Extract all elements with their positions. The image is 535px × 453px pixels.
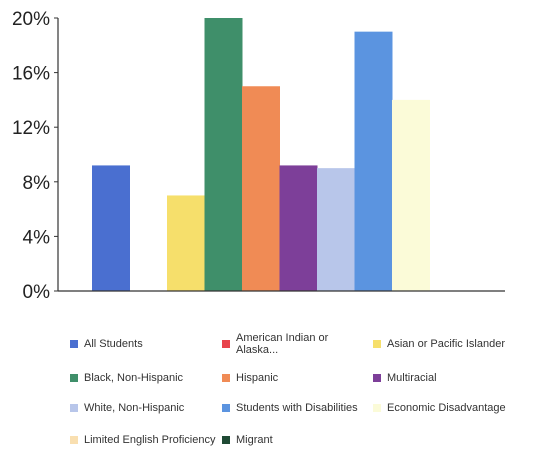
legend-item: Limited English Proficiency [70, 428, 220, 452]
y-tick-label: 12% [12, 118, 50, 139]
legend-swatch [70, 436, 78, 444]
bar-economic-disadvantage [392, 99, 430, 292]
y-tick-label: 16% [12, 64, 50, 85]
legend-label: Black, Non-Hispanic [84, 372, 184, 384]
y-tick-label: 4% [23, 227, 51, 248]
y-axis: 0% 4% 8% 12% 16% 20% [12, 9, 59, 300]
legend-swatch [70, 374, 78, 382]
legend-swatch [373, 374, 381, 382]
legend-label: American Indian or Alaska... [236, 332, 329, 356]
y-tick-label: 20% [12, 9, 50, 30]
legend-label: All Students [84, 338, 143, 350]
bar-chart: 0% 4% 8% 12% 16% 20% [12, 9, 505, 300]
legend-item: Black, Non-Hispanic [70, 366, 220, 390]
legend-item: Hispanic [222, 366, 372, 390]
legend-item: American Indian or Alaska... [222, 332, 372, 356]
legend-label: Limited English Proficiency [84, 434, 216, 446]
bar-asian-or-pacific-islander [167, 195, 205, 291]
legend-item: Asian or Pacific Islander [373, 332, 523, 356]
legend-swatch [373, 340, 381, 348]
legend-label: Migrant [236, 434, 273, 446]
legend-label: Asian or Pacific Islander [387, 338, 505, 350]
legend: All Students American Indian or Alaska...… [0, 330, 535, 453]
legend-item: All Students [70, 332, 220, 356]
legend-swatch [222, 404, 230, 412]
bar-multiracial [279, 165, 318, 291]
bar-students-with-disabilities [354, 31, 393, 292]
legend-swatch [222, 374, 230, 382]
bars [92, 18, 430, 292]
bar-black-non-hispanic [204, 18, 243, 291]
legend-label: Students with Disabilities [236, 402, 358, 414]
bar-all-students [92, 165, 130, 291]
y-tick-label: 8% [23, 173, 51, 194]
legend-swatch [222, 436, 230, 444]
legend-label: Multiracial [387, 372, 437, 384]
legend-swatch [373, 404, 381, 412]
legend-swatch [70, 404, 78, 412]
legend-label: Economic Disadvantage [387, 402, 506, 414]
legend-item: Economic Disadvantage [373, 396, 523, 420]
legend-label: White, Non-Hispanic [84, 402, 185, 414]
legend-swatch [70, 340, 78, 348]
legend-swatch [222, 340, 230, 348]
legend-item: Students with Disabilities [222, 396, 372, 420]
y-tick-label: 0% [23, 282, 51, 300]
legend-label: Hispanic [236, 372, 279, 384]
legend-item: Multiracial [373, 366, 523, 390]
bar-white-non-hispanic [317, 168, 355, 291]
legend-item: White, Non-Hispanic [70, 396, 220, 420]
legend-item: Migrant [222, 428, 372, 452]
bar-hispanic [242, 86, 280, 291]
